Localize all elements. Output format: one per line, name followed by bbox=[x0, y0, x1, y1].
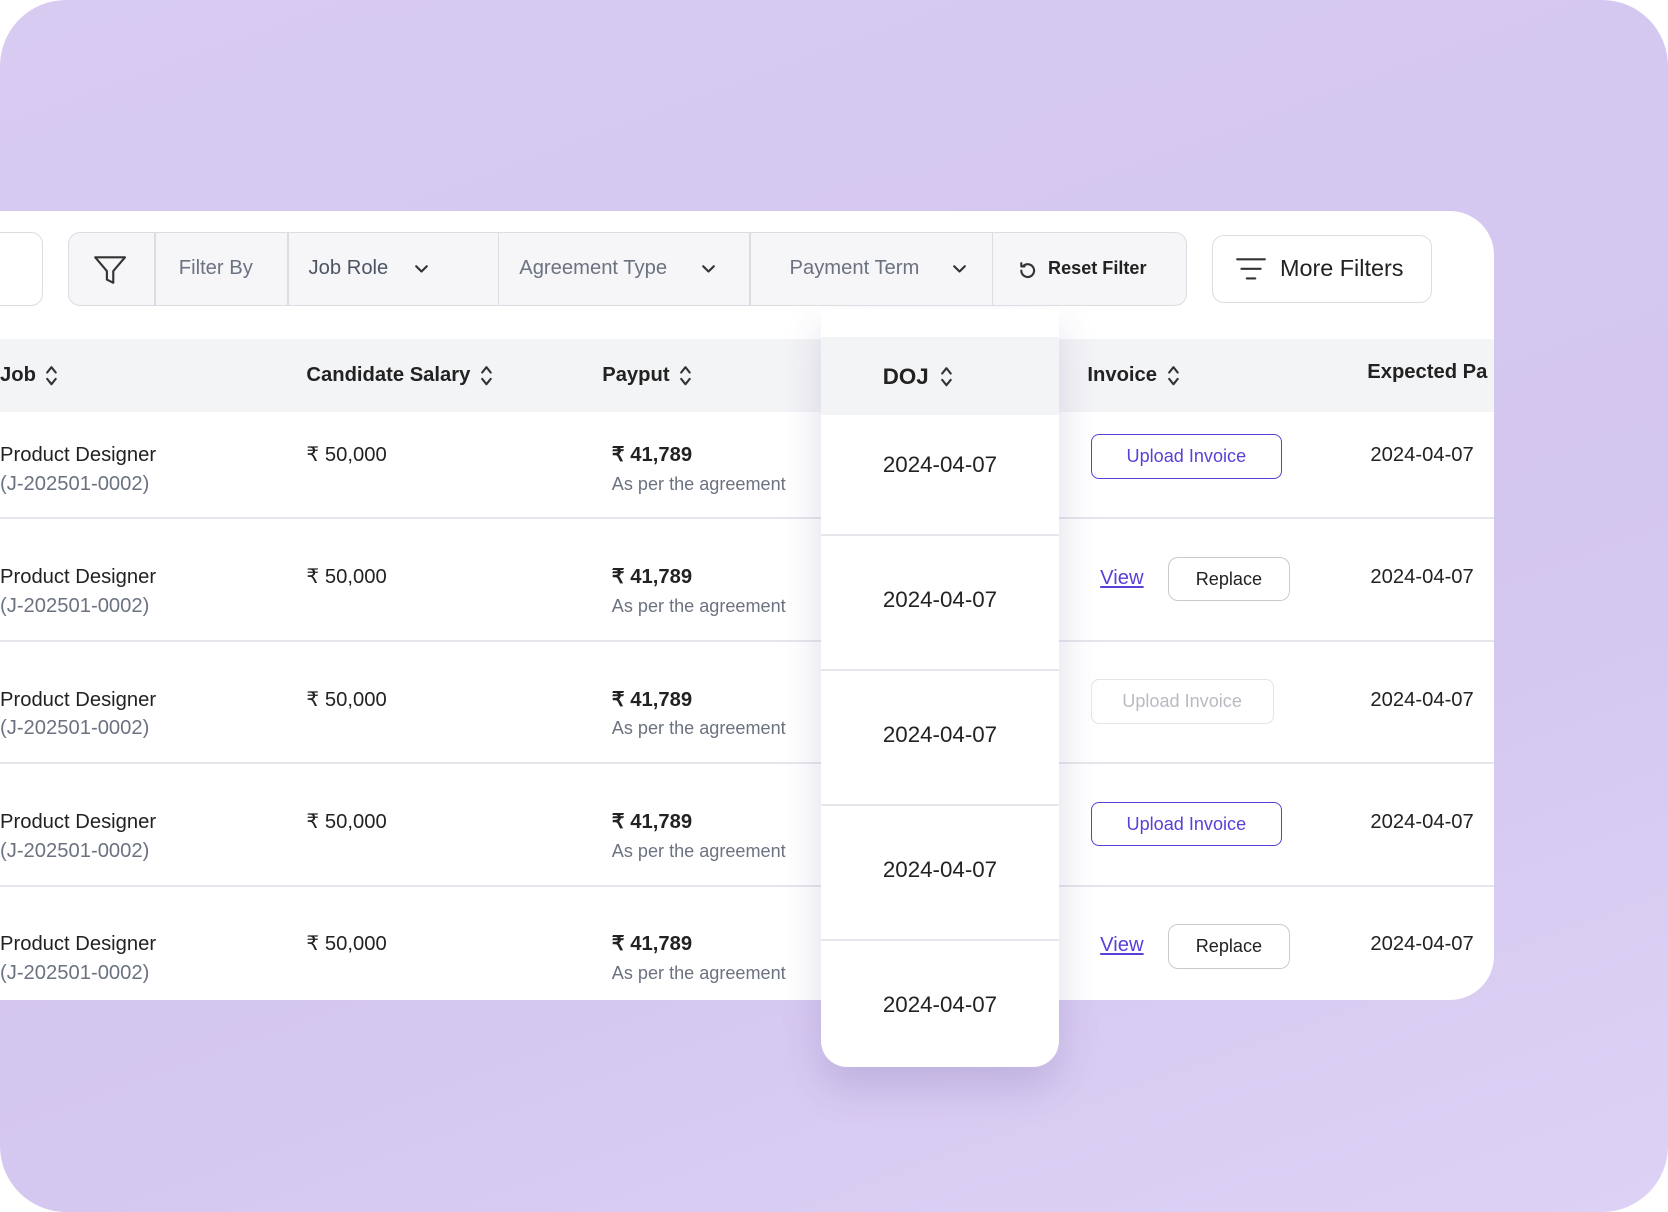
row-divider bbox=[821, 938, 1059, 941]
table-card: Job Candidate Salary Payput Invoice Expected… bbox=[0, 211, 1494, 1000]
payout: ₹ 41,789 bbox=[611, 810, 693, 833]
more-filters-label: More Filters bbox=[1279, 255, 1404, 282]
column-header: Payput bbox=[602, 364, 670, 387]
payout-note: As per the agreement bbox=[611, 595, 786, 616]
filter-label: Filter By bbox=[178, 257, 253, 280]
row-divider bbox=[821, 803, 1059, 806]
expected-date: 2024-04-07 bbox=[1370, 566, 1474, 589]
chevron bbox=[700, 263, 717, 276]
column-header: Expected Pa bbox=[1367, 360, 1488, 383]
row-divider bbox=[0, 639, 1494, 642]
upload-invoice-button[interactable]: Upload Invoice bbox=[1090, 801, 1283, 847]
payout: ₹ 41,789 bbox=[611, 933, 693, 956]
table-header bbox=[0, 338, 1494, 413]
job-title: Product Designer bbox=[0, 566, 157, 589]
filter-bar bbox=[68, 231, 1188, 307]
chevron bbox=[413, 263, 430, 276]
upload-invoice-button[interactable]: Upload Invoice bbox=[1090, 434, 1283, 480]
search-box bbox=[0, 231, 43, 307]
salary: ₹ 50,000 bbox=[306, 566, 387, 589]
replace-button[interactable]: Replace bbox=[1168, 556, 1290, 602]
filter-divider bbox=[497, 233, 500, 306]
job-title: Product Designer bbox=[0, 443, 157, 466]
payout: ₹ 41,789 bbox=[611, 566, 693, 589]
doj-date: 2024-04-07 bbox=[882, 721, 998, 747]
agreement-type-dropdown[interactable]: Agreement Type bbox=[519, 257, 668, 280]
filter-divider bbox=[749, 233, 751, 306]
job-id: (J-202501-0002) bbox=[0, 594, 150, 617]
doj-column-card: DOJ 2024-04-07 2024-04-07 2024-04-07 2024-04… bbox=[821, 309, 1059, 1067]
job-id: (J-202501-0002) bbox=[0, 839, 150, 862]
filter-divider bbox=[287, 233, 289, 306]
sort-icon bbox=[1166, 364, 1181, 387]
filter-divider bbox=[991, 233, 994, 306]
chevron bbox=[951, 263, 968, 276]
sort-icon bbox=[479, 364, 494, 387]
payout-note: As per the agreement bbox=[611, 840, 786, 861]
doj-date: 2024-04-07 bbox=[882, 586, 998, 612]
column-header: DOJ bbox=[882, 364, 929, 390]
job-id: (J-202501-0002) bbox=[0, 962, 150, 985]
payout: ₹ 41,789 bbox=[611, 688, 693, 711]
job-title: Product Designer bbox=[0, 933, 157, 956]
sort-icon bbox=[939, 365, 954, 388]
filter-divider bbox=[154, 233, 156, 306]
job-id: (J-202501-0002) bbox=[0, 717, 150, 740]
payout: ₹ 41,789 bbox=[611, 443, 693, 466]
row-divider bbox=[821, 533, 1059, 536]
salary: ₹ 50,000 bbox=[306, 810, 387, 833]
doj-header bbox=[821, 336, 1059, 416]
expected-date: 2024-04-07 bbox=[1370, 933, 1474, 956]
job-title: Product Designer bbox=[0, 688, 157, 711]
doj-date: 2024-04-07 bbox=[882, 992, 998, 1018]
view-link[interactable]: View bbox=[1100, 934, 1144, 957]
job-title: Product Designer bbox=[0, 810, 157, 833]
reset-icon bbox=[1016, 260, 1037, 281]
salary: ₹ 50,000 bbox=[306, 443, 387, 466]
payout-note: As per the agreement bbox=[611, 963, 786, 984]
row-divider bbox=[0, 762, 1494, 765]
column-header: Candidate Salary bbox=[306, 364, 471, 387]
expected-date: 2024-04-07 bbox=[1370, 810, 1474, 833]
column-header: Invoice bbox=[1087, 364, 1158, 387]
doj-date: 2024-04-07 bbox=[882, 856, 998, 882]
payout-note: As per the agreement bbox=[611, 718, 786, 739]
expected-date: 2024-04-07 bbox=[1370, 688, 1474, 711]
more-filters-icon bbox=[1234, 255, 1268, 283]
row-divider bbox=[0, 884, 1494, 887]
salary: ₹ 50,000 bbox=[306, 933, 387, 956]
job-role-dropdown[interactable]: Job Role bbox=[308, 257, 389, 280]
row-divider bbox=[0, 517, 1494, 520]
reset-filter-button[interactable]: Reset Filter bbox=[1048, 258, 1147, 279]
replace-button[interactable]: Replace bbox=[1168, 923, 1290, 969]
job-id: (J-202501-0002) bbox=[0, 472, 150, 495]
payment-term-dropdown[interactable]: Payment Term bbox=[789, 257, 920, 280]
column-header: Job bbox=[0, 364, 36, 387]
filter-icon bbox=[92, 253, 128, 287]
payout-note: As per the agreement bbox=[611, 473, 786, 494]
view-link[interactable]: View bbox=[1100, 567, 1144, 590]
doj-date: 2024-04-07 bbox=[882, 451, 998, 477]
salary: ₹ 50,000 bbox=[306, 688, 387, 711]
sort-icon bbox=[44, 364, 59, 387]
upload-invoice-button: Upload Invoice bbox=[1090, 679, 1274, 724]
row-divider bbox=[821, 668, 1059, 671]
sort-icon bbox=[678, 364, 693, 387]
expected-date: 2024-04-07 bbox=[1370, 443, 1474, 466]
